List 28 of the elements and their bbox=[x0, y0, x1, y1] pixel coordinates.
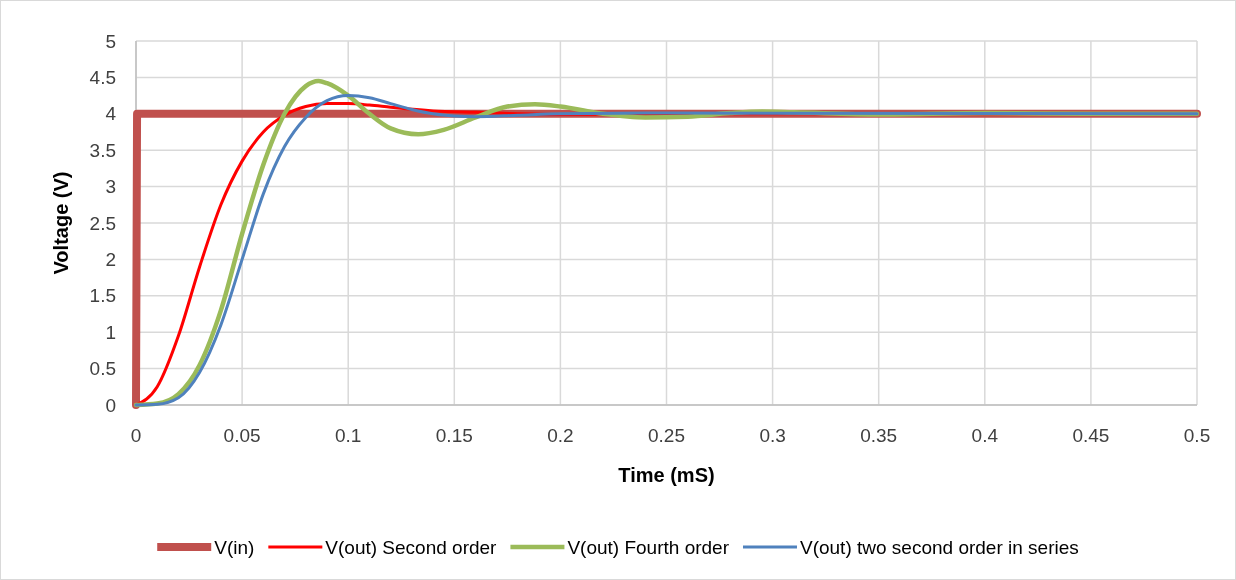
legend-label: V(out) Second order bbox=[325, 536, 498, 558]
x-tick-label: 0.1 bbox=[334, 425, 362, 446]
legend-label: V(out) Fourth order bbox=[567, 536, 730, 558]
y-tick-label: 1 bbox=[105, 321, 116, 343]
x-tick-label: 0.05 bbox=[223, 425, 261, 446]
x-tick-label: 0.5 bbox=[1183, 425, 1211, 446]
y-tick-label: 4.5 bbox=[89, 67, 116, 89]
x-tick-label: 0 bbox=[130, 425, 142, 446]
y-tick-label: 5 bbox=[105, 30, 116, 52]
y-tick-label: 0 bbox=[105, 394, 116, 416]
y-tick-label: 3.5 bbox=[89, 139, 116, 161]
x-tick-label: 0.15 bbox=[435, 425, 473, 446]
y-tick-label: 4 bbox=[105, 103, 117, 125]
x-tick-label: 0.4 bbox=[971, 425, 999, 446]
x-tick-label: 0.25 bbox=[648, 425, 685, 446]
y-tick-label: 0.5 bbox=[89, 358, 116, 380]
y-tick-label: 2 bbox=[105, 249, 116, 271]
y-tick-label: 3 bbox=[105, 176, 116, 198]
legend-label: V(out) two second order in series bbox=[799, 536, 1079, 558]
x-tick-label: 0.3 bbox=[759, 425, 786, 446]
x-tick-label: 0.45 bbox=[1072, 425, 1110, 446]
y-tick-label: 1.5 bbox=[89, 285, 116, 307]
x-tick-label: 0.2 bbox=[547, 425, 574, 446]
x-axis-title: Time (mS) bbox=[618, 464, 715, 486]
legend-label: V(in) bbox=[214, 536, 255, 558]
x-tick-label: 0.35 bbox=[860, 425, 898, 446]
y-tick-label: 2.5 bbox=[89, 212, 116, 234]
y-axis-title: Voltage (V) bbox=[50, 171, 72, 275]
